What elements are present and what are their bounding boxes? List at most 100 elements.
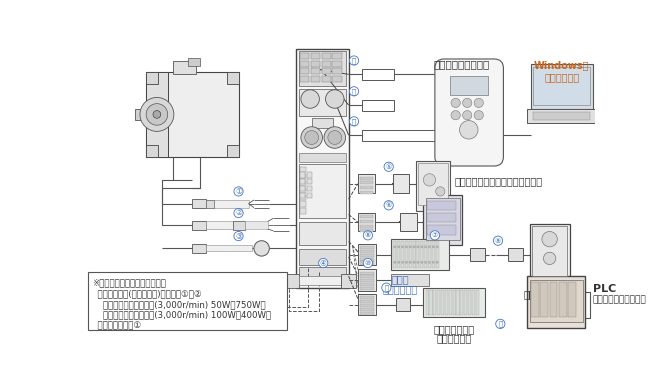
Bar bbox=[307, 186, 312, 191]
Bar bbox=[322, 61, 331, 67]
Bar bbox=[298, 153, 346, 162]
FancyBboxPatch shape bbox=[435, 59, 503, 166]
Bar bbox=[300, 188, 306, 193]
Bar bbox=[430, 290, 432, 315]
Bar bbox=[358, 213, 375, 232]
Bar bbox=[146, 72, 168, 157]
Bar bbox=[311, 61, 320, 67]
Bar bbox=[192, 199, 206, 208]
Circle shape bbox=[305, 130, 319, 144]
Bar bbox=[540, 282, 548, 317]
Circle shape bbox=[420, 246, 423, 248]
Circle shape bbox=[432, 261, 434, 264]
Bar bbox=[300, 186, 305, 191]
Bar bbox=[424, 288, 485, 317]
Bar bbox=[508, 249, 523, 261]
Bar bbox=[88, 272, 287, 330]
Bar bbox=[445, 290, 448, 315]
Text: ①: ① bbox=[235, 187, 242, 196]
Circle shape bbox=[459, 121, 478, 139]
Circle shape bbox=[542, 232, 558, 247]
Text: シリンダタイプモータ(3,000r/min) 50W〜750W用: シリンダタイプモータ(3,000r/min) 50W〜750W用 bbox=[92, 300, 266, 309]
Bar bbox=[427, 201, 456, 210]
Circle shape bbox=[349, 87, 359, 96]
Text: モニタソフト: モニタソフト bbox=[544, 72, 579, 82]
Circle shape bbox=[413, 261, 415, 264]
Circle shape bbox=[254, 241, 269, 256]
Circle shape bbox=[428, 246, 431, 248]
Bar bbox=[527, 276, 585, 329]
Bar bbox=[358, 269, 377, 291]
Circle shape bbox=[398, 246, 400, 248]
Text: 位置制御ユニット: 位置制御ユニット bbox=[523, 289, 570, 299]
Bar bbox=[322, 53, 331, 59]
Circle shape bbox=[493, 236, 503, 245]
Bar bbox=[531, 282, 539, 317]
Circle shape bbox=[424, 246, 427, 248]
Circle shape bbox=[451, 111, 460, 120]
Text: 下記、モータ(ブレーキ付)使用時：①＋②: 下記、モータ(ブレーキ付)使用時：①＋② bbox=[92, 289, 202, 298]
Bar bbox=[362, 100, 394, 111]
Bar bbox=[360, 300, 374, 303]
Bar bbox=[436, 241, 439, 268]
Bar bbox=[427, 225, 456, 235]
Bar bbox=[332, 53, 341, 59]
Text: ⑧: ⑧ bbox=[365, 232, 371, 238]
Bar bbox=[146, 145, 158, 157]
Bar bbox=[283, 274, 298, 288]
Bar bbox=[420, 241, 424, 268]
Bar bbox=[311, 76, 320, 82]
Bar bbox=[312, 118, 333, 127]
Circle shape bbox=[234, 232, 243, 241]
Bar bbox=[300, 68, 310, 74]
Bar bbox=[360, 261, 374, 265]
Bar bbox=[300, 167, 306, 172]
Circle shape bbox=[363, 231, 373, 240]
Bar bbox=[418, 163, 448, 205]
Bar bbox=[460, 290, 463, 315]
Bar bbox=[322, 76, 331, 82]
Bar bbox=[227, 145, 239, 157]
Text: ③: ③ bbox=[235, 232, 242, 241]
Bar bbox=[468, 290, 471, 315]
Bar bbox=[360, 304, 374, 307]
Bar bbox=[405, 241, 408, 268]
Circle shape bbox=[301, 90, 320, 108]
Bar bbox=[300, 180, 306, 186]
Bar bbox=[362, 130, 435, 141]
Text: ⑬: ⑬ bbox=[352, 88, 356, 95]
Bar bbox=[432, 241, 435, 268]
Text: PLC: PLC bbox=[593, 284, 616, 294]
Circle shape bbox=[405, 261, 408, 264]
Bar bbox=[135, 109, 148, 120]
Circle shape bbox=[436, 187, 445, 196]
Bar bbox=[534, 67, 591, 105]
Bar bbox=[206, 245, 253, 252]
Bar bbox=[449, 290, 452, 315]
Bar bbox=[424, 195, 462, 245]
Circle shape bbox=[328, 130, 341, 144]
Bar bbox=[559, 282, 567, 317]
Circle shape bbox=[234, 208, 243, 218]
Bar bbox=[245, 221, 268, 229]
Bar bbox=[358, 294, 377, 315]
Bar bbox=[392, 174, 410, 193]
Bar bbox=[391, 239, 449, 270]
Bar bbox=[300, 179, 305, 185]
Bar bbox=[408, 241, 412, 268]
Bar bbox=[530, 280, 583, 322]
Bar bbox=[360, 215, 373, 218]
Bar bbox=[450, 76, 488, 95]
Bar bbox=[296, 49, 349, 288]
Circle shape bbox=[451, 98, 460, 108]
Bar bbox=[426, 290, 429, 315]
Bar bbox=[300, 202, 306, 207]
Bar bbox=[341, 274, 356, 288]
Bar bbox=[401, 241, 404, 268]
Circle shape bbox=[319, 258, 328, 268]
Text: ②: ② bbox=[235, 208, 242, 217]
Bar bbox=[307, 193, 312, 199]
Bar bbox=[360, 224, 373, 227]
Circle shape bbox=[401, 261, 404, 264]
Bar bbox=[360, 229, 373, 232]
